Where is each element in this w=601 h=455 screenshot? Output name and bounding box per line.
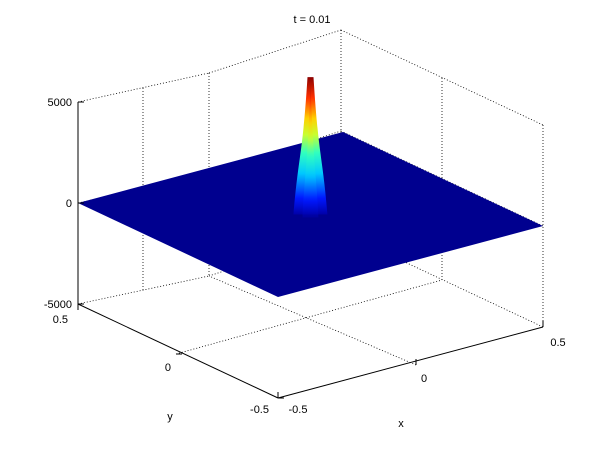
y-axis-label: y [167,411,173,423]
y-axis: 0.5 0 -0.5 y [53,304,284,423]
x-tick-label: 0.5 [550,337,565,349]
y-tick-label: -0.5 [250,404,269,416]
x-tick-label: -0.5 [289,404,308,416]
z-tick-label: -5000 [44,299,72,311]
x-tick-label: 0 [421,373,427,385]
x-axis: -0.5 0 0.5 x [277,321,566,430]
surface-peak-front-face [302,83,319,218]
y-tick-label: 0 [165,362,171,374]
y-tick-label: 0.5 [53,314,68,326]
z-tick-label: 5000 [48,97,72,109]
x-axis-label: x [398,418,404,430]
chart-title: t = 0.01 [293,14,330,26]
z-axis: 5000 0 -5000 [44,97,84,311]
z-tick-label: 0 [66,198,72,210]
